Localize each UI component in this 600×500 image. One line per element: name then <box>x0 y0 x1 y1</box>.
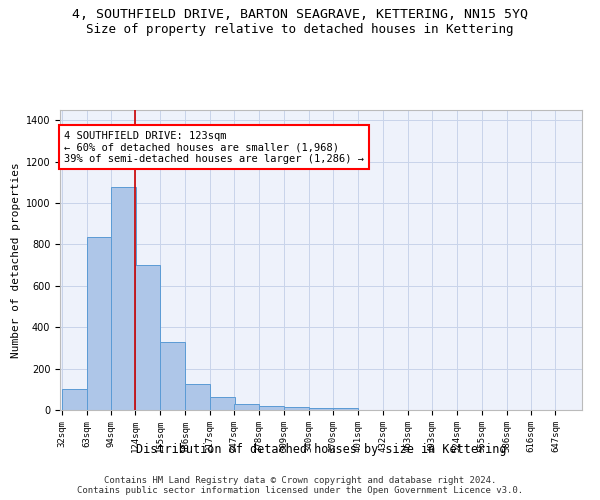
Y-axis label: Number of detached properties: Number of detached properties <box>11 162 22 358</box>
Bar <box>284 407 309 410</box>
Text: Distribution of detached houses by size in Kettering: Distribution of detached houses by size … <box>136 442 506 456</box>
Text: 4, SOUTHFIELD DRIVE, BARTON SEAGRAVE, KETTERING, NN15 5YQ: 4, SOUTHFIELD DRIVE, BARTON SEAGRAVE, KE… <box>72 8 528 20</box>
Bar <box>210 396 235 410</box>
Bar <box>86 236 112 410</box>
Bar <box>136 265 160 410</box>
Bar <box>62 390 86 410</box>
Bar <box>185 384 210 410</box>
Bar <box>160 342 185 410</box>
Bar <box>259 406 284 410</box>
Text: Size of property relative to detached houses in Kettering: Size of property relative to detached ho… <box>86 22 514 36</box>
Bar <box>333 408 358 410</box>
Text: Contains HM Land Registry data © Crown copyright and database right 2024.
Contai: Contains HM Land Registry data © Crown c… <box>77 476 523 495</box>
Text: 4 SOUTHFIELD DRIVE: 123sqm
← 60% of detached houses are smaller (1,968)
39% of s: 4 SOUTHFIELD DRIVE: 123sqm ← 60% of deta… <box>64 130 364 164</box>
Bar <box>234 404 259 410</box>
Bar <box>112 186 136 410</box>
Bar <box>309 408 334 410</box>
